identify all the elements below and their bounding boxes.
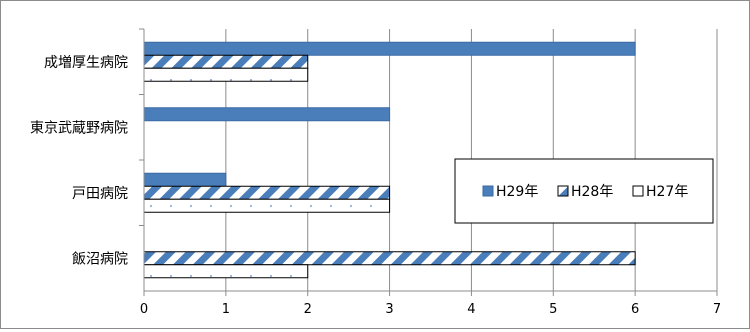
bars [143,41,636,279]
y-category-label: 飯沼病院 [72,250,128,267]
x-tick-label: 4 [467,302,475,317]
bar [143,198,391,213]
y-category-label: 戸田病院 [72,186,128,202]
bar [143,251,636,266]
y-category-label: 東京武蔵野病院 [30,120,128,136]
bar [143,185,391,200]
x-tick-label: 2 [304,302,312,317]
bar [143,54,309,69]
legend-label: H27年 [646,184,688,200]
x-tick-label: 3 [385,302,393,317]
bar [143,41,636,56]
bar [143,264,309,279]
legend-box [454,158,714,224]
x-tick-label: 7 [713,302,721,317]
bar [143,67,309,82]
legend-swatch [482,185,494,197]
x-tick-label: 6 [631,302,639,317]
y-category-label: 成増厚生病院 [44,55,128,71]
bar [143,172,227,187]
legend: H29年 H28年 H27年 [454,158,714,224]
x-tick-label: 0 [140,302,148,317]
bar [143,107,391,122]
legend-label: H28年 [571,184,613,200]
legend-swatch [557,185,569,197]
legend-label: H29年 [496,184,538,200]
x-tick-label: 5 [549,302,557,317]
legend-swatch [632,185,644,197]
x-tick-label: 1 [222,302,230,317]
